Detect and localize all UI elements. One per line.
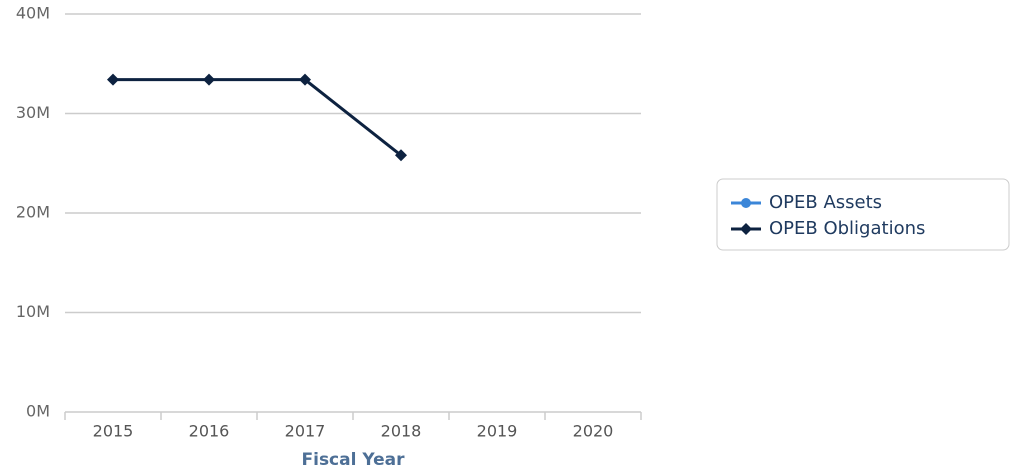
y-tick-label: 0M [26, 402, 50, 421]
y-tick-label: 40M [16, 4, 50, 23]
legend-marker [741, 198, 751, 208]
series-line [113, 78, 402, 157]
x-tick-label: 2018 [381, 422, 422, 441]
legend-marker [740, 223, 752, 235]
x-tick-label: 2015 [93, 422, 134, 441]
x-tick-label: 2020 [573, 422, 614, 441]
legend-label: OPEB Obligations [769, 218, 925, 239]
data-point [203, 73, 215, 86]
data-point [395, 149, 407, 162]
y-tick-label: 30M [16, 103, 50, 122]
x-tick-label: 2017 [285, 422, 326, 441]
legend-label: OPEB Assets [769, 192, 882, 213]
y-tick-label: 20M [16, 203, 50, 222]
data-point [299, 73, 311, 86]
x-tick-label: 2019 [477, 422, 518, 441]
legend-box [716, 178, 1010, 251]
x-tick-label: 2016 [189, 422, 230, 441]
x-axis-title: Fiscal Year [302, 450, 406, 470]
y-tick-label: 10M [16, 302, 50, 321]
data-point [107, 73, 119, 86]
